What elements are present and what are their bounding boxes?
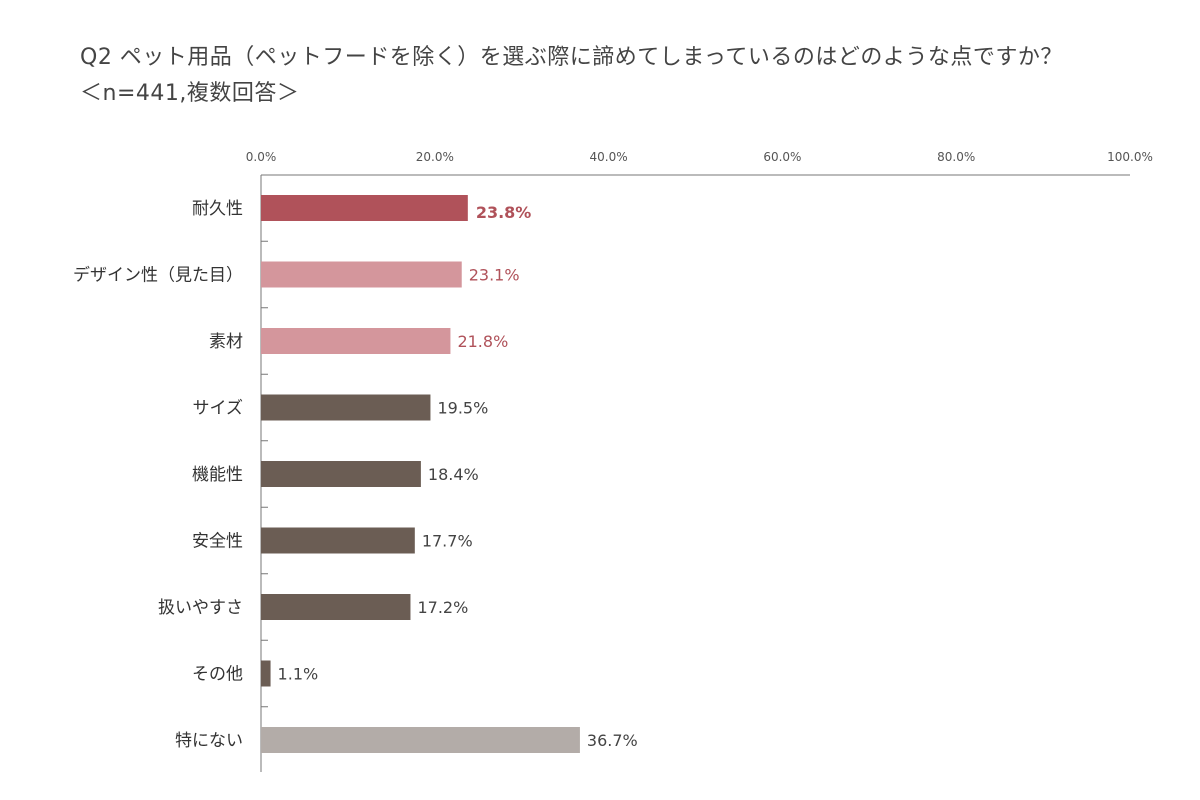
- data-label: 1.1%: [278, 665, 319, 684]
- data-label: 17.7%: [422, 532, 473, 551]
- bar: [261, 328, 451, 354]
- category-label: 安全性: [192, 532, 243, 552]
- bar: [261, 727, 580, 753]
- data-label: 17.2%: [417, 598, 468, 617]
- data-label: 23.8%: [476, 203, 532, 222]
- bar: [261, 594, 411, 620]
- bar: [261, 461, 421, 487]
- category-label: デザイン性（見た目）: [73, 265, 243, 286]
- x-tick-label: 100.0%: [1107, 150, 1153, 164]
- data-label: 23.1%: [469, 266, 520, 285]
- bar: [261, 261, 462, 288]
- category-label: 機能性: [192, 465, 243, 485]
- x-tick-label: 40.0%: [590, 150, 628, 164]
- category-label: 耐久性: [192, 199, 243, 219]
- chart-title: Q2 ペット用品（ペットフードを除く）を選ぶ際に諦めてしまっているのはどのような…: [80, 40, 1063, 112]
- data-label: 18.4%: [428, 465, 479, 484]
- x-tick-label: 80.0%: [937, 150, 975, 164]
- data-label: 36.7%: [587, 731, 638, 750]
- bar: [261, 195, 468, 221]
- chart-subtitle: ＜n=441,複数回答＞: [80, 81, 300, 106]
- chart-question: Q2 ペット用品（ペットフードを除く）を選ぶ際に諦めてしまっているのはどのような…: [80, 45, 1063, 70]
- bar: [261, 527, 415, 554]
- data-label: 19.5%: [437, 399, 488, 418]
- x-tick-label: 20.0%: [416, 150, 454, 164]
- category-label: 扱いやすさ: [158, 598, 243, 618]
- x-tick-label: 0.0%: [246, 150, 277, 164]
- category-label: サイズ: [193, 399, 244, 419]
- category-label: 特にない: [175, 731, 243, 751]
- bar: [261, 394, 431, 421]
- x-tick-label: 60.0%: [763, 150, 801, 164]
- category-label: その他: [192, 665, 243, 685]
- bar: [261, 660, 271, 687]
- category-label: 素材: [209, 332, 243, 352]
- data-label: 21.8%: [457, 332, 508, 351]
